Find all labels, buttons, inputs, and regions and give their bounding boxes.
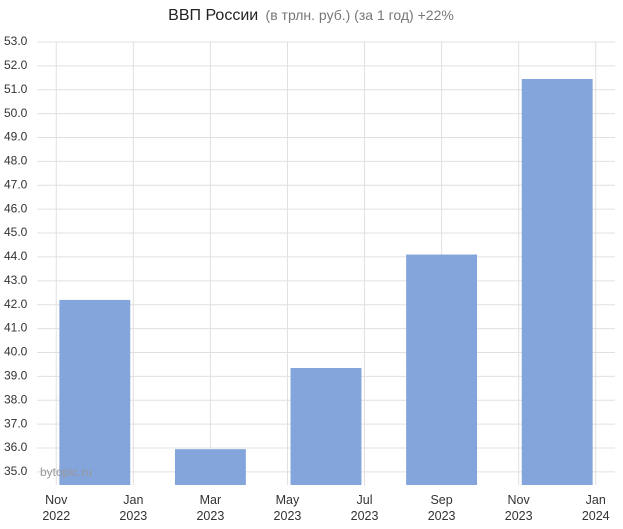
y-tick-label: 45.0 — [4, 225, 28, 239]
y-tick-label: 38.0 — [4, 392, 28, 406]
y-tick-label: 41.0 — [4, 321, 28, 335]
y-tick-label: 37.0 — [4, 416, 28, 430]
x-tick-label: Mar 2023 — [196, 493, 225, 523]
y-tick-label: 36.0 — [4, 440, 28, 454]
title: ВВП России — [168, 7, 258, 24]
y-tick-label: 35.0 — [4, 464, 28, 478]
x-tick-label: Nov 2022 — [42, 493, 71, 523]
x-tick-label: Nov 2023 — [504, 493, 533, 523]
bar — [174, 449, 246, 485]
bar — [290, 367, 362, 485]
y-tick-label: 47.0 — [4, 177, 28, 191]
y-tick-label: 46.0 — [4, 201, 28, 215]
y-tick-label: 53.0 — [4, 34, 28, 48]
x-tick-label: Jan 2024 — [581, 493, 610, 523]
bar — [59, 299, 131, 485]
x-tick-label: Sep 2023 — [427, 493, 456, 523]
x-tick-label: Jan 2023 — [119, 493, 148, 523]
x-tick-label: May 2023 — [273, 493, 302, 523]
bar — [521, 79, 593, 485]
y-tick-label: 44.0 — [4, 249, 28, 263]
y-tick-label: 42.0 — [4, 297, 28, 311]
x-tick-label: Jul 2023 — [350, 493, 379, 523]
y-tick-label: 39.0 — [4, 369, 28, 383]
y-tick-label: 40.0 — [4, 345, 28, 359]
subtitle: (в трлн. руб.) (за 1 год) +22% — [266, 7, 454, 23]
y-tick-label: 48.0 — [4, 154, 28, 168]
y-tick-label: 50.0 — [4, 106, 28, 120]
chart-title: ВВП России (в трлн. руб.) (за 1 год) +22… — [168, 7, 454, 25]
watermark: bytopic.ru — [40, 465, 92, 479]
y-tick-label: 49.0 — [4, 130, 28, 144]
y-tick-label: 43.0 — [4, 273, 28, 287]
y-tick-label: 51.0 — [4, 82, 28, 96]
y-tick-label: 52.0 — [4, 58, 28, 72]
bar — [406, 254, 478, 485]
